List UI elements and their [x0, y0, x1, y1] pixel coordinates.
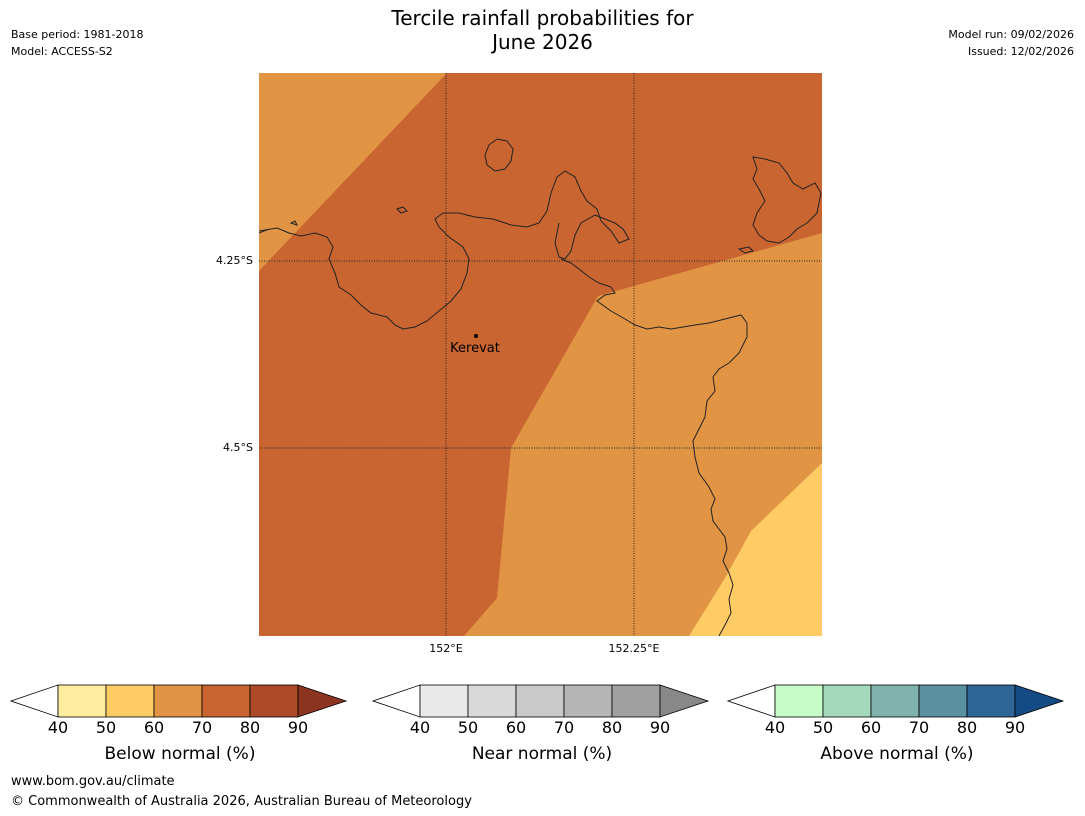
lat-label-4-25: 4.25°S [216, 254, 253, 267]
model-name: Model: ACCESS-S2 [11, 45, 113, 58]
model-run: Model run: 09/02/2026 [948, 28, 1074, 41]
colorbar-above-normal-high-extension [1014, 684, 1065, 718]
lat-label-4-5: 4.5°S [223, 441, 253, 454]
colorbar-above-normal-title: Above normal (%) [820, 744, 974, 764]
colorbar-below-normal: 40 50 60 70 80 90 Below normal (%) [9, 684, 350, 764]
colorbar-above-normal-tick: 60 [860, 718, 882, 737]
colorbar-below-normal-tick: 50 [95, 718, 117, 737]
colorbar-below-normal-segment [153, 684, 203, 718]
footer-url[interactable]: www.bom.gov.au/climate [11, 774, 175, 789]
colorbar-below-normal-tick: 90 [287, 718, 309, 737]
meta-left: Base period: 1981-2018 Model: ACCESS-S2 [11, 26, 143, 60]
islet-northeast [752, 156, 822, 244]
colorbar-above-normal-tick: 90 [1004, 718, 1026, 737]
colorbar-near-normal-title: Near normal (%) [471, 744, 613, 764]
colorbar-below-normal-title: Below normal (%) [104, 744, 256, 764]
colorbar-near-normal: 40 50 60 70 80 90 Near normal (%) [371, 684, 712, 764]
kerevat-marker [474, 334, 478, 338]
colorbar-above-normal-segment [774, 684, 824, 718]
colorbar-near-normal-high-extension [659, 684, 710, 718]
colorbar-above-normal-tick: 40 [764, 718, 786, 737]
colorbar-below-normal-low-extension [9, 684, 59, 718]
colorbar-below-normal-high-extension [297, 684, 348, 718]
colorbar-near-normal-low-extension [371, 684, 421, 718]
place-label-kerevat: Kerevat [450, 341, 500, 356]
colorbar-near-normal-tick: 80 [601, 718, 623, 737]
colorbar-above-normal-tick: 70 [908, 718, 930, 737]
colorbar-near-normal-tick: 50 [457, 718, 479, 737]
colorbar-above-normal: 40 50 60 70 80 90 Above normal (%) [726, 684, 1067, 764]
zone-below-60-northwest [259, 73, 447, 271]
colorbar-above-normal-segment [966, 684, 1016, 718]
colorbar-near-normal-scale [371, 684, 710, 718]
base-period: Base period: 1981-2018 [11, 28, 144, 41]
colorbar-below-normal-tick: 70 [191, 718, 213, 737]
lon-label-152: 152°E [429, 642, 463, 655]
colorbar-near-normal-tick: 60 [505, 718, 527, 737]
colorbar-near-normal-segment [563, 684, 613, 718]
colorbar-above-normal-segment [822, 684, 872, 718]
colorbar-above-normal-scale [726, 684, 1065, 718]
zone-below-60-southeast [464, 233, 822, 636]
colorbar-near-normal-segment [515, 684, 565, 718]
colorbar-above-normal-low-extension [726, 684, 776, 718]
footer-copyright: © Commonwealth of Australia 2026, Austra… [11, 794, 472, 809]
colorbar-near-normal-segment [419, 684, 469, 718]
colorbar-near-normal-segment [611, 684, 661, 718]
colorbar-above-normal-segment [870, 684, 920, 718]
islet-north [484, 138, 514, 172]
colorbar-below-normal-segment [201, 684, 251, 718]
colorbar-above-normal-segment [918, 684, 968, 718]
colorbar-near-normal-segment [467, 684, 517, 718]
colorbar-below-normal-segment [249, 684, 299, 718]
zone-below-50-southeast [689, 463, 822, 636]
colorbar-below-normal-tick: 60 [143, 718, 165, 737]
colorbar-near-normal-tick: 70 [553, 718, 575, 737]
forecast-map [259, 73, 822, 636]
colorbar-above-normal-tick: 50 [812, 718, 834, 737]
colorbar-below-normal-segment [57, 684, 107, 718]
colorbar-near-normal-tick: 40 [409, 718, 431, 737]
colorbar-below-normal-segment [105, 684, 155, 718]
title-line-2: June 2026 [492, 30, 593, 54]
colorbar-above-normal-tick: 80 [956, 718, 978, 737]
meta-right: Model run: 09/02/2026 Issued: 12/02/2026 [948, 26, 1074, 60]
lon-label-152-25: 152.25°E [608, 642, 660, 655]
coastline [259, 138, 822, 636]
colorbar-below-normal-tick: 80 [239, 718, 261, 737]
colorbar-below-normal-scale [9, 684, 348, 718]
map-title: Tercile rainfall probabilities for June … [0, 6, 1085, 54]
colorbar-below-normal-tick: 40 [47, 718, 69, 737]
issued-date: Issued: 12/02/2026 [967, 45, 1074, 58]
title-line-1: Tercile rainfall probabilities for [391, 6, 694, 30]
colorbar-near-normal-tick: 90 [649, 718, 671, 737]
